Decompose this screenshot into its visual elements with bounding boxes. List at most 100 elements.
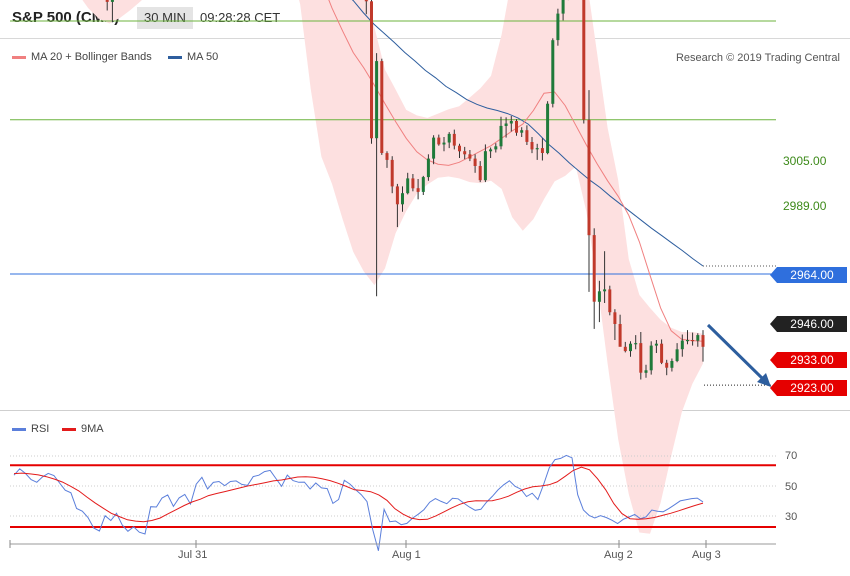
bollinger-band (82, 0, 703, 534)
candle-body (665, 362, 669, 368)
candle-body (639, 343, 643, 373)
instrument-title: S&P 500 (CME) (12, 9, 120, 26)
rsi-tick-70: 70 (785, 450, 798, 462)
candle-body (375, 61, 379, 139)
candle-body (582, 0, 586, 120)
rsi-9ma-line (13, 466, 704, 523)
candle-body (654, 343, 658, 346)
candle-body (603, 289, 607, 292)
candle-body (530, 142, 534, 150)
candle-body (494, 146, 498, 150)
last-price-tag: 2946.00 (770, 316, 847, 332)
legend-swatch-9ma (62, 427, 76, 431)
candle-body (110, 0, 114, 2)
candle-body (406, 178, 410, 194)
legend-label-ma50: MA 50 (187, 51, 219, 63)
candle-body (686, 340, 689, 342)
rsi-tick-50: 50 (785, 481, 798, 493)
legend-rsi: RSI (12, 423, 49, 435)
candle-body (525, 130, 529, 142)
candle-body (426, 158, 430, 178)
projection-arrow-head (757, 373, 771, 387)
candle-body (546, 103, 550, 154)
candle-body (649, 345, 653, 371)
candle-body (623, 346, 627, 352)
candle-body (105, 0, 109, 2)
x-label-aug3: Aug 3 (692, 549, 721, 561)
candle-body (587, 119, 591, 236)
candle-body (421, 177, 425, 192)
candle-body (370, 1, 373, 139)
candle-body (416, 188, 420, 192)
legend-label-9ma: 9MA (81, 423, 104, 435)
legend-swatch-ma20 (12, 55, 26, 59)
legend-swatch-ma50 (168, 55, 182, 59)
legend-ma20: MA 20 + Bollinger Bands (12, 51, 152, 63)
candle-body (515, 121, 518, 133)
candle-body (691, 340, 695, 342)
x-label-jul31: Jul 31 (178, 549, 208, 561)
candle-body (701, 335, 705, 347)
candle-body (364, 0, 368, 2)
level-tag-2933: 2933.00 (770, 352, 847, 368)
candle-body (680, 340, 684, 350)
candle-body (504, 123, 508, 126)
candle-body (411, 178, 415, 189)
panel-divider (0, 410, 850, 411)
candle-body (458, 145, 461, 152)
candle-body (437, 137, 441, 145)
candle-body (442, 142, 446, 145)
candle-body (447, 133, 451, 143)
candle-body (520, 130, 524, 133)
candle-body (597, 291, 601, 302)
legend-swatch-rsi (12, 427, 26, 431)
candle-body (592, 235, 596, 302)
credit-text: Research © 2019 Trading Central (675, 52, 840, 64)
legend-ma50: MA 50 (168, 51, 218, 63)
candle-body (401, 193, 404, 205)
candle-body (395, 186, 399, 205)
candle-body (535, 148, 539, 150)
x-label-aug1: Aug 1 (392, 549, 421, 561)
legend-9ma: 9MA (62, 423, 104, 435)
candle-body (561, 0, 565, 14)
candle-body (670, 361, 674, 368)
candle-body (613, 312, 617, 324)
candle-body (478, 166, 482, 181)
level-tag-2923: 2923.00 (770, 380, 847, 396)
candle-body (452, 133, 456, 146)
legend-label-ma20: MA 20 + Bollinger Bands (31, 51, 152, 63)
candle-body (556, 13, 560, 41)
rsi-line (13, 454, 704, 551)
level-label-2989: 2989.00 (783, 199, 827, 213)
candle-body (629, 343, 632, 352)
candle-body (463, 151, 467, 155)
rsi-tick-30: 30 (785, 511, 798, 523)
candle-body (385, 153, 389, 160)
candle-body (489, 149, 493, 152)
candle-body (473, 158, 477, 166)
candle-body (509, 121, 513, 124)
candle-body (644, 370, 648, 373)
legend-label-rsi: RSI (31, 423, 50, 435)
projection-arrow-shaft (706, 323, 765, 381)
candle-body (634, 343, 638, 345)
candle-body (551, 40, 555, 104)
candle-body (390, 159, 394, 187)
candle-body (483, 151, 487, 181)
candle-body (540, 148, 544, 153)
header-divider (0, 38, 850, 39)
candle-body (675, 349, 679, 361)
candle-body (380, 61, 384, 153)
candle-body (432, 137, 436, 159)
candle-body (660, 343, 664, 363)
level-tag-2964: 2964.00 (770, 267, 847, 283)
candle-body (608, 289, 612, 313)
level-label-3005: 3005.00 (783, 154, 827, 168)
candle-body (618, 324, 622, 347)
candle-body (499, 125, 503, 147)
x-label-aug2: Aug 2 (604, 549, 633, 561)
candle-body (468, 154, 472, 159)
candle-body (696, 335, 700, 341)
